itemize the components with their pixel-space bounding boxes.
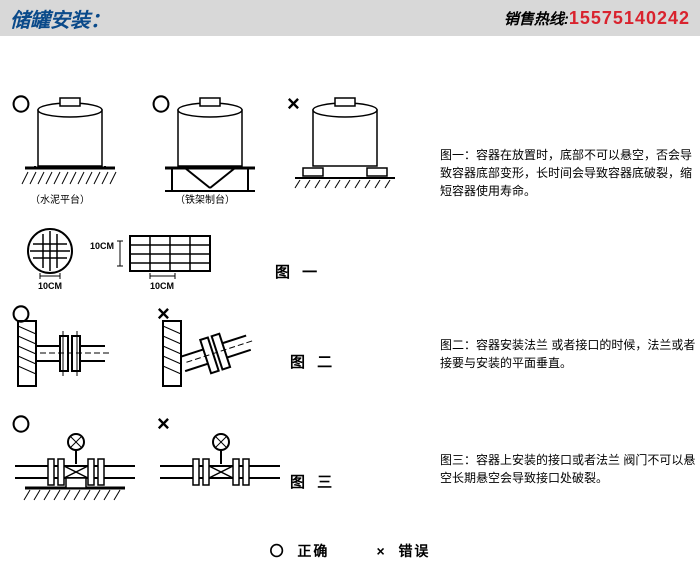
wrong-mark-icon: ×: [287, 91, 300, 117]
figure-3-row: 〇: [10, 416, 690, 536]
fig2-wrong: ×: [155, 306, 285, 401]
fig1-grate-detail: 10CM 10CM 10CM: [20, 226, 250, 301]
platform1-label: （水泥平台）: [30, 191, 90, 206]
fig3-correct: 〇: [10, 416, 140, 516]
correct-mark-icon: 〇: [152, 91, 170, 117]
legend-correct-mark: 〇: [270, 543, 286, 559]
wrong-mark-icon: ×: [157, 301, 170, 327]
content-area: 〇 （水泥平台） 〇: [0, 36, 700, 571]
legend-wrong-mark: ×: [376, 543, 386, 559]
header-bar: 储罐安装： 销售热线: 15575140242: [0, 0, 700, 36]
wrong-mark-icon: ×: [157, 411, 170, 437]
correct-mark-icon: 〇: [12, 411, 30, 437]
legend-wrong-label: 错误: [398, 543, 430, 559]
dim-h2-label: 10CM: [150, 281, 174, 291]
valve-suspended-icon: [155, 416, 285, 511]
fig3-label: 图 三: [290, 471, 336, 492]
correct-mark-icon: 〇: [12, 91, 30, 117]
platform2-label: （铁架制台）: [175, 191, 235, 206]
tank-suspended-icon: [285, 96, 405, 196]
fig3-desc: 图三：容器上安装的接口或者法兰 阀门不可以悬空长期悬空会导致接口处破裂。: [440, 451, 700, 487]
fig1-label: 图 一: [275, 261, 321, 282]
fig1-tank3: ×: [285, 96, 405, 201]
fig3-wrong: ×: [155, 416, 285, 516]
legend: 〇 正确 × 错误: [10, 541, 690, 561]
legend-correct-label: 正确: [297, 543, 329, 559]
dim-h1-label: 10CM: [38, 281, 62, 291]
hotline-label: 销售热线:: [504, 8, 569, 29]
fig1-desc: 图一：容器在放置时，底部不可以悬空，否会导致容器底部变形，长时间会导致容器底破裂…: [440, 146, 700, 200]
fig2-correct: 〇: [10, 306, 140, 401]
fig2-desc: 图二：容器安装法兰 或者接口的时候，法兰或者接要与安装的平面垂直。: [440, 336, 700, 372]
hotline-number: 15575140242: [569, 8, 690, 29]
fig1-tank2: 〇 （铁架制台）: [150, 96, 270, 206]
fig2-label: 图 二: [290, 351, 336, 372]
dim-v-label: 10CM: [90, 241, 114, 251]
page-title: 储罐安装：: [10, 4, 110, 33]
fig1-tank1: 〇 （水泥平台）: [10, 96, 130, 201]
figure-1-row: 〇 （水泥平台） 〇: [10, 96, 690, 306]
correct-mark-icon: 〇: [12, 301, 30, 327]
flange-angled-icon: [155, 306, 285, 396]
figure-2-row: 〇 ×: [10, 306, 690, 416]
